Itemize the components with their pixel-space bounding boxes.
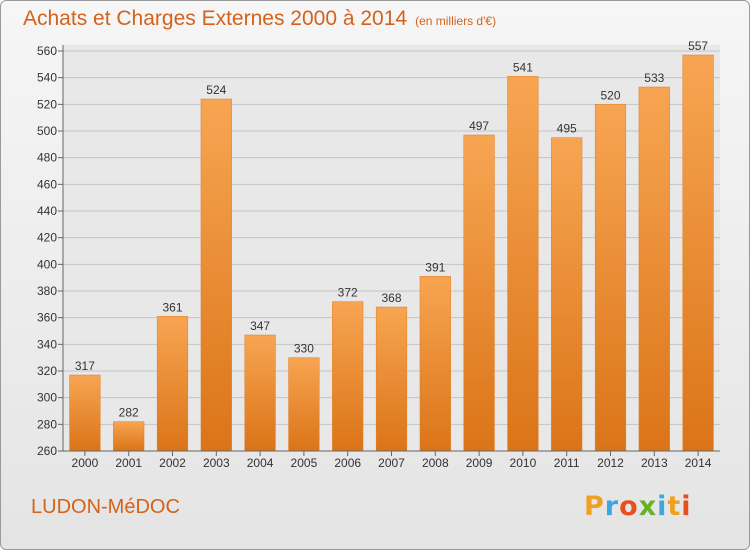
x-tick-label-2013: 2013 — [641, 456, 668, 470]
data-label-2002: 361 — [162, 300, 182, 314]
y-tick-label: 420 — [37, 231, 57, 245]
x-tick-label-2006: 2006 — [334, 456, 361, 470]
x-tick-label-2000: 2000 — [72, 456, 99, 470]
commune-name: LUDON-MéDOC — [31, 496, 180, 518]
y-tick-label: 280 — [37, 417, 57, 431]
x-tick-label-2009: 2009 — [466, 456, 493, 470]
bar-2008 — [419, 276, 451, 452]
x-tick-label-2004: 2004 — [247, 456, 274, 470]
x-tick-label-2007: 2007 — [378, 456, 405, 470]
y-tick-label: 260 — [37, 444, 57, 458]
data-label-2014: 557 — [688, 39, 708, 53]
data-label-2013: 533 — [644, 71, 664, 85]
data-label-2009: 497 — [469, 119, 489, 133]
y-axis: 260 280 300 320 340 360 380 400 420 440 460 480 500 5… — [37, 44, 64, 458]
bar-2014 — [682, 54, 714, 452]
bar-2012 — [594, 104, 627, 452]
data-label-2001: 282 — [119, 406, 139, 420]
bars — [69, 54, 714, 452]
x-tick-label-2014: 2014 — [685, 456, 712, 470]
y-tick-label: 440 — [37, 204, 57, 218]
bar-2011 — [551, 137, 583, 452]
y-tick-label: 480 — [37, 151, 57, 165]
data-label-2004: 347 — [250, 319, 270, 333]
chart-title-unit: (en milliers d'€) — [415, 14, 497, 28]
logo-letter: i — [681, 491, 692, 522]
x-tick-label-2003: 2003 — [203, 456, 230, 470]
y-tick-label: 400 — [37, 257, 57, 271]
data-label-2008: 391 — [425, 260, 445, 274]
bar-2001 — [113, 421, 145, 452]
y-tick-label: 500 — [37, 124, 57, 138]
bar-2004 — [244, 334, 276, 452]
x-tick-label-2002: 2002 — [159, 456, 186, 470]
y-tick-label: 340 — [37, 337, 57, 351]
logo-letter: P — [584, 491, 605, 522]
bar-2005 — [288, 357, 320, 452]
logo-letter: o — [619, 491, 639, 522]
logo-letter: x — [638, 491, 658, 522]
bar-2003 — [200, 98, 232, 452]
y-tick-label: 360 — [37, 311, 57, 325]
bar-2010 — [507, 76, 539, 452]
chart-title-main: Achats et Charges Externes 2000 à 2014 — [23, 7, 408, 30]
bar-2006 — [332, 301, 364, 452]
y-tick-label: 540 — [37, 71, 57, 85]
data-label-2012: 520 — [600, 88, 620, 102]
x-tick-label-2011: 2011 — [554, 456, 580, 470]
data-label-2010: 541 — [513, 60, 533, 74]
x-tick-label-2010: 2010 — [510, 456, 537, 470]
data-label-2007: 368 — [381, 291, 401, 305]
data-labels: 317 282 361 524 347 330 372 368 391 497 541 495 520 5… — [75, 39, 709, 420]
data-label-2006: 372 — [338, 286, 358, 300]
y-tick-label: 320 — [37, 364, 57, 378]
data-label-2005: 330 — [294, 342, 314, 356]
x-tick-label-2012: 2012 — [597, 456, 624, 470]
logo-letter: t — [667, 491, 682, 522]
x-tick-label-2001: 2001 — [115, 456, 142, 470]
logo-letter: r — [604, 491, 620, 522]
y-tick-label: 560 — [37, 44, 57, 58]
y-tick-label: 520 — [37, 97, 57, 111]
bar-2002 — [156, 316, 189, 452]
chart-title: Achats et Charges Externes 2000 à 2014 (e… — [23, 7, 496, 31]
proxiti-logo: Proxiti — [584, 491, 692, 522]
y-tick-label: 300 — [37, 391, 57, 405]
bar-2000 — [69, 374, 101, 452]
data-label-2003: 524 — [206, 83, 226, 97]
data-label-2011: 495 — [557, 122, 577, 136]
bar-2013 — [638, 86, 670, 452]
x-axis: 2000 2001 2002 2003 2004 2005 2006 2007 2008 2009… — [63, 450, 720, 470]
x-tick-label-2005: 2005 — [291, 456, 318, 470]
logo-letter: i — [657, 491, 668, 522]
y-tick-label: 460 — [37, 177, 57, 191]
bar-2007 — [375, 306, 408, 452]
y-tick-label: 380 — [37, 284, 57, 298]
data-label-2000: 317 — [75, 359, 95, 373]
bar-2009 — [463, 134, 495, 452]
x-tick-label-2008: 2008 — [422, 456, 449, 470]
